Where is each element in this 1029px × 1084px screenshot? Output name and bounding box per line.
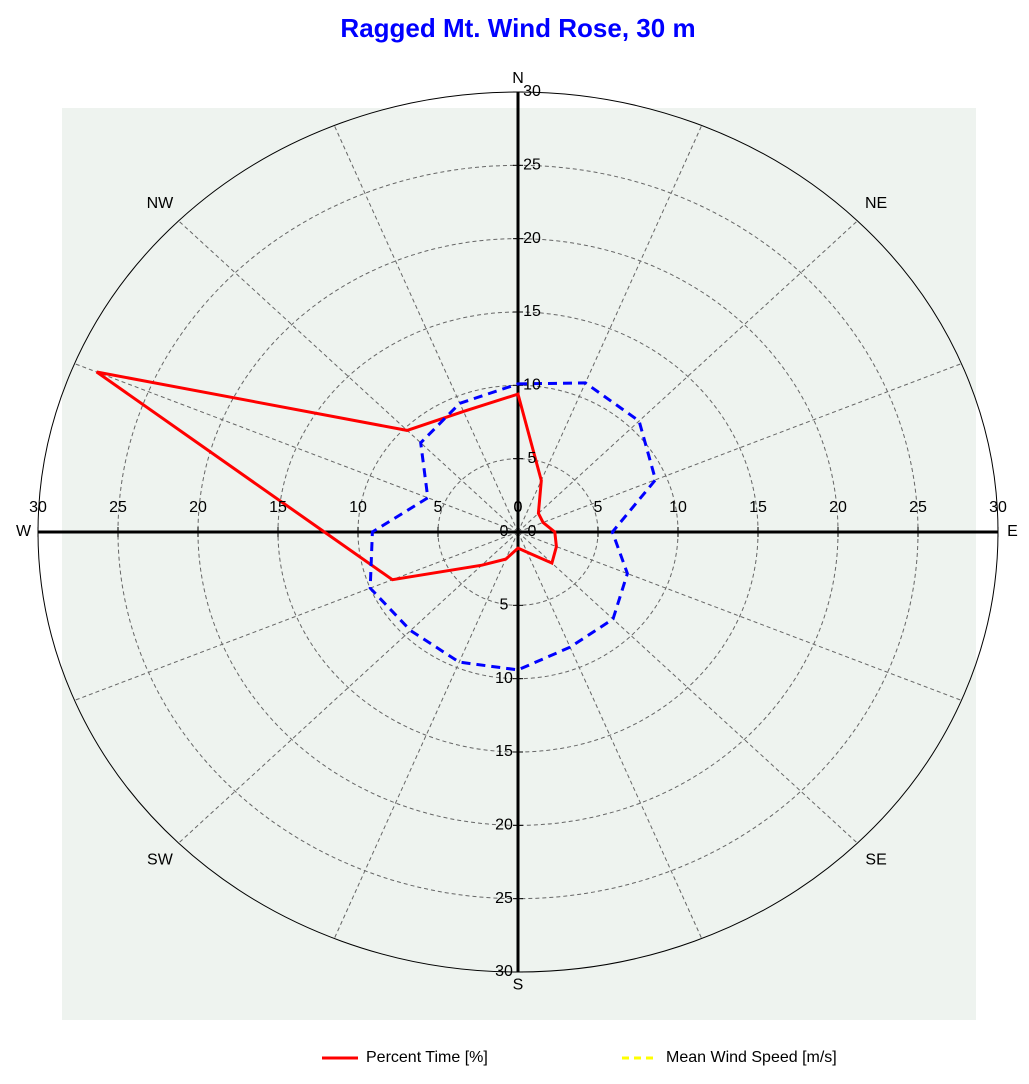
r-tick-label: 25 xyxy=(495,890,513,907)
r-tick-label: 25 xyxy=(909,499,927,516)
direction-label: SE xyxy=(865,851,886,868)
legend-label: Mean Wind Speed [m/s] xyxy=(666,1049,837,1066)
r-tick-label: 30 xyxy=(989,499,1007,516)
r-tick-label: 10 xyxy=(669,499,687,516)
r-tick-label: 25 xyxy=(109,499,127,516)
r-tick-label: 10 xyxy=(495,670,513,687)
r-tick-label: 20 xyxy=(189,499,207,516)
r-tick-label: 10 xyxy=(523,377,541,394)
direction-label: SW xyxy=(147,851,174,868)
r-tick-label: 0 xyxy=(514,499,523,516)
chart-title: Ragged Mt. Wind Rose, 30 m xyxy=(340,13,695,43)
r-tick-label: 15 xyxy=(269,499,287,516)
r-tick-label: 20 xyxy=(523,230,541,247)
r-tick-label: 10 xyxy=(349,499,367,516)
direction-label: N xyxy=(512,70,524,87)
r-tick-label: 30 xyxy=(495,963,513,980)
r-tick-label: 0 xyxy=(500,523,509,540)
r-tick-label: 5 xyxy=(500,597,509,614)
r-tick-label: 5 xyxy=(434,499,443,516)
r-tick-label: 15 xyxy=(749,499,767,516)
direction-label: NW xyxy=(147,195,175,212)
r-tick-label: 15 xyxy=(523,303,541,320)
chart: Ragged Mt. Wind Rose, 30 m 0000555510101… xyxy=(0,0,1029,1079)
r-tick-label: 5 xyxy=(594,499,603,516)
direction-label: S xyxy=(513,976,524,993)
r-tick-label: 0 xyxy=(528,523,537,540)
direction-label: NE xyxy=(865,195,887,212)
r-tick-label: 20 xyxy=(829,499,847,516)
direction-label: E xyxy=(1007,523,1018,540)
legend-label: Percent Time [%] xyxy=(366,1049,488,1066)
r-tick-label: 30 xyxy=(523,83,541,100)
r-tick-label: 20 xyxy=(495,817,513,834)
r-tick-label: 5 xyxy=(528,450,537,467)
r-tick-label: 30 xyxy=(29,499,47,516)
direction-label: W xyxy=(16,523,32,540)
r-tick-label: 15 xyxy=(495,743,513,760)
r-tick-label: 25 xyxy=(523,157,541,174)
